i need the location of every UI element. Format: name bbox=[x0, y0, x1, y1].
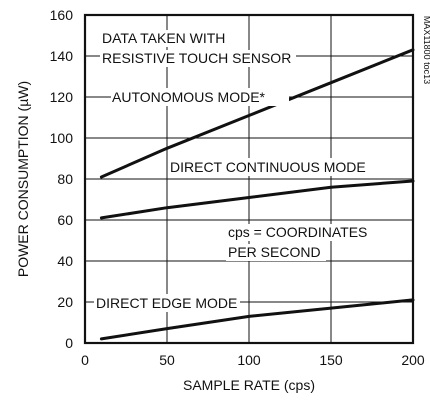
note-1-bg bbox=[100, 30, 248, 47]
y-tick-label: 100 bbox=[50, 130, 74, 146]
series-label-direct-continuous: DIRECT CONTINUOUS MODE bbox=[170, 159, 366, 175]
note-resistive-touch-sensor: RESISTIVE TOUCH SENSOR bbox=[102, 50, 291, 66]
y-tick-label: 0 bbox=[65, 335, 73, 351]
autonomous-label-bg bbox=[111, 88, 289, 106]
x-tick-label: 50 bbox=[159, 352, 175, 368]
y-tick-label: 20 bbox=[57, 294, 73, 310]
series-line-direct-continuous bbox=[99, 179, 415, 220]
y-tick-label: 80 bbox=[57, 171, 73, 187]
x-tick-label: 200 bbox=[401, 352, 425, 368]
continuous-label-bg bbox=[168, 158, 372, 176]
y-tick-label: 160 bbox=[50, 7, 74, 23]
y-tick-label: 40 bbox=[57, 253, 73, 269]
series-label-direct-edge: DIRECT EDGE MODE bbox=[96, 295, 237, 311]
series-label-autonomous: AUTONOMOUS MODE* bbox=[112, 89, 266, 105]
series-layer bbox=[99, 48, 415, 341]
edge-label-bg bbox=[94, 294, 240, 312]
note-cps-definition: cps = COORDINATES bbox=[228, 224, 367, 240]
note-data-taken-with: DATA TAKEN WITH bbox=[102, 30, 225, 46]
series-line-autonomous bbox=[99, 48, 415, 179]
plot-frame bbox=[83, 13, 415, 345]
y-tick-label: 140 bbox=[50, 48, 74, 64]
note-4-bg bbox=[226, 244, 326, 261]
x-tick-label: 150 bbox=[319, 352, 343, 368]
series-line-direct-edge bbox=[99, 298, 415, 341]
figure-code: MAX11800 toc13 bbox=[422, 16, 430, 84]
x-tick-label: 100 bbox=[237, 352, 261, 368]
y-axis-title: POWER CONSUMPTION (µW) bbox=[15, 81, 31, 277]
tick-layer: 0 20 40 60 80 100 120 140 160 0 50 100 150 200 bbox=[50, 7, 425, 368]
x-tick-label: 0 bbox=[81, 352, 89, 368]
note-2-bg bbox=[100, 50, 296, 67]
y-tick-label: 60 bbox=[57, 212, 73, 228]
x-axis-title: SAMPLE RATE (cps) bbox=[183, 377, 315, 393]
y-tick-label: 120 bbox=[50, 89, 74, 105]
note-3-bg bbox=[226, 224, 386, 241]
note-per-second: PER SECOND bbox=[228, 244, 321, 260]
